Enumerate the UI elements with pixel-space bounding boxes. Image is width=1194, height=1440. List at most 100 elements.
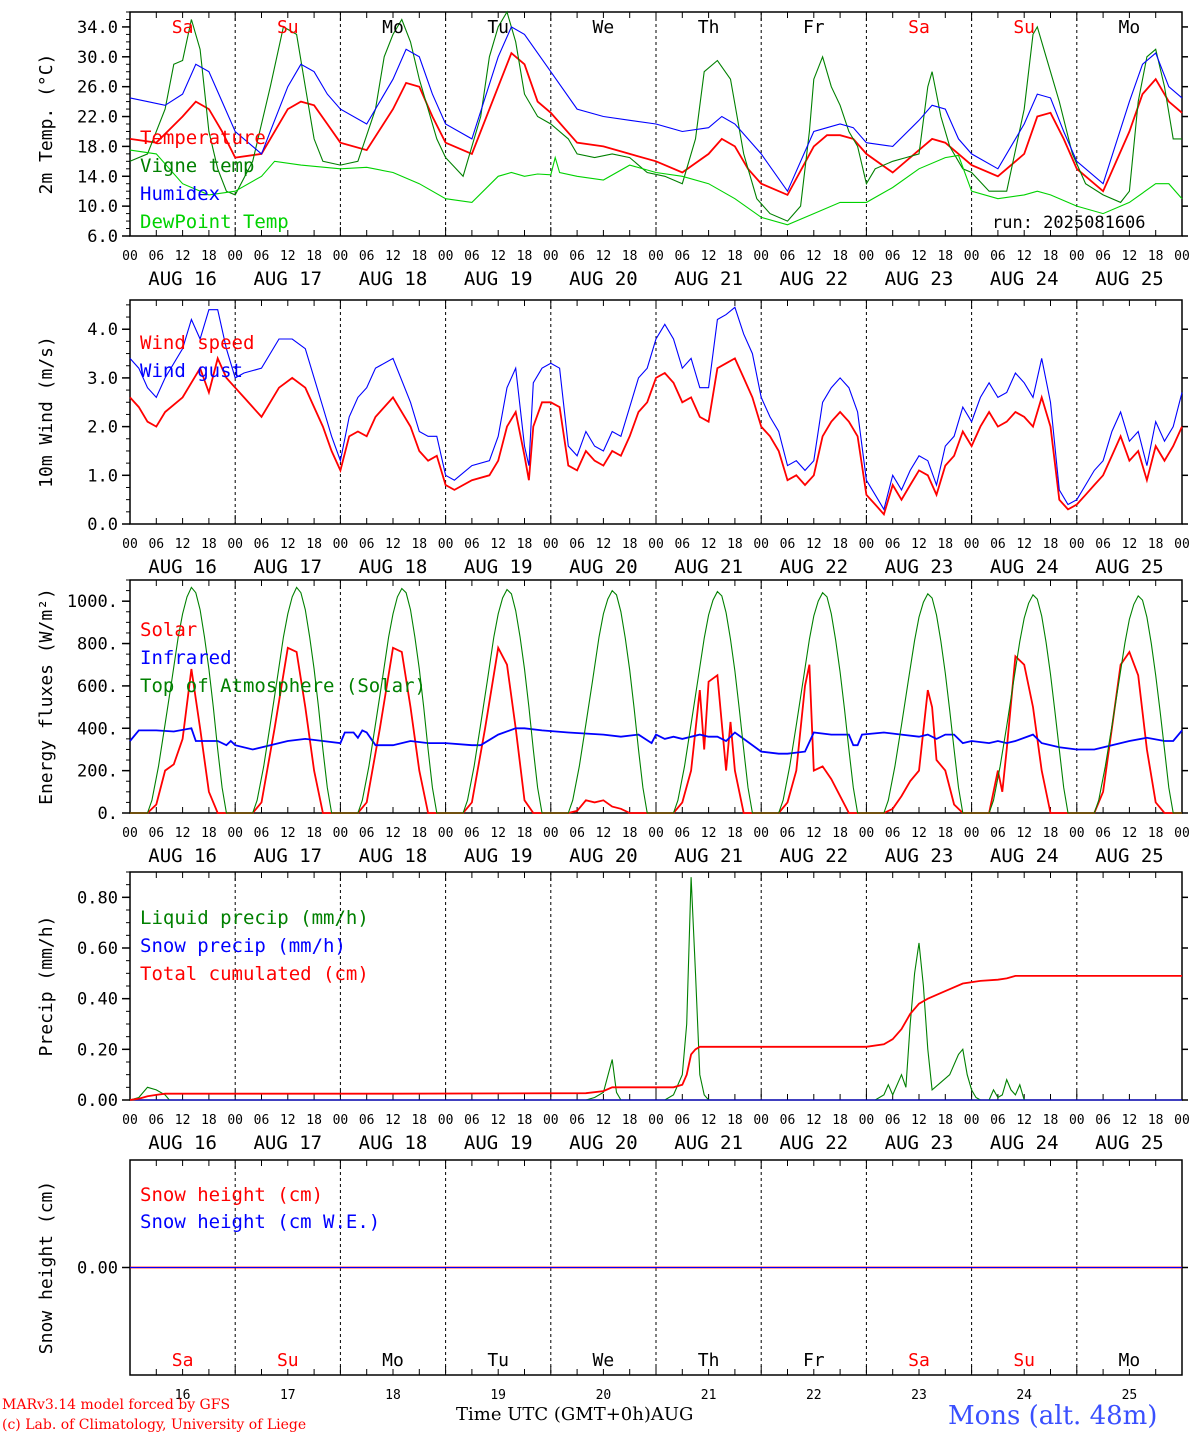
date-label: AUG 23 <box>885 1132 954 1154</box>
y-tick-label: 400. <box>77 719 118 739</box>
x-tick-label: 18 <box>517 826 533 841</box>
x-tick-label: 12 <box>280 249 296 264</box>
x-tick-label: 06 <box>990 537 1006 552</box>
x-tick-label: 18 <box>517 537 533 552</box>
x-tick-label: 18 <box>727 1113 743 1128</box>
x-tick-label: 06 <box>254 826 270 841</box>
y-tick-label: 30.0 <box>77 48 118 68</box>
date-label: AUG 18 <box>359 1132 428 1154</box>
x-tick-label: 06 <box>359 826 375 841</box>
x-tick-label: 00 <box>964 249 980 264</box>
x-tick-label: 06 <box>148 249 164 264</box>
x-tick-label: 12 <box>806 249 822 264</box>
x-tick-label: 12 <box>701 537 717 552</box>
date-label: AUG 20 <box>569 556 638 578</box>
date-label: AUG 25 <box>1095 1132 1164 1154</box>
x-tick-label: 12 <box>280 537 296 552</box>
x-tick-label: 06 <box>1095 826 1111 841</box>
x-tick-label: 00 <box>859 826 875 841</box>
x-tick-label: 06 <box>569 826 585 841</box>
x-tick-label: 00 <box>753 249 769 264</box>
x-tick-label: 12 <box>911 537 927 552</box>
series-line <box>129 877 1182 1101</box>
series-line <box>129 727 1183 755</box>
weekday-label: Tu <box>487 1350 509 1371</box>
series-line <box>129 149 1183 226</box>
x-tick-label: 00 <box>333 1113 349 1128</box>
y-tick-label: 0.40 <box>77 990 118 1010</box>
legend-entry: Snow height (cm W.E.) <box>140 1211 380 1233</box>
x-tick-label: 18 <box>937 826 953 841</box>
x-tick-label: 12 <box>175 249 191 264</box>
date-label: AUG 17 <box>253 268 322 290</box>
legend-entry: Wind speed <box>140 332 254 354</box>
x-tick-label: 12 <box>175 1113 191 1128</box>
y-axis-label: 10m Wind (m/s) <box>36 336 57 488</box>
x-tick-label: 12 <box>701 249 717 264</box>
x-tick-label: 18 <box>1043 1113 1059 1128</box>
date-label: AUG 24 <box>990 845 1059 867</box>
x-tick-label: 12 <box>911 1113 927 1128</box>
x-tick-label: 18 <box>1043 826 1059 841</box>
series-line <box>129 26 1183 193</box>
x-tick-label: 00 <box>1174 249 1190 264</box>
y-axis-label: Precip (mm/h) <box>36 916 57 1057</box>
day-number: 19 <box>490 1388 506 1403</box>
x-tick-label: 06 <box>990 249 1006 264</box>
x-tick-label: 18 <box>622 537 638 552</box>
x-tick-label: 00 <box>1069 249 1085 264</box>
x-tick-label: 06 <box>148 537 164 552</box>
x-tick-label: 12 <box>701 826 717 841</box>
x-axis-title: Time UTC (GMT+0h)AUG <box>456 1404 694 1425</box>
weekday-label: Mo <box>1119 17 1141 38</box>
x-tick-label: 06 <box>254 249 270 264</box>
x-tick-label: 12 <box>806 826 822 841</box>
x-tick-label: 06 <box>1095 1113 1111 1128</box>
legend-entry: Snow precip (mm/h) <box>140 935 346 957</box>
day-number: 18 <box>385 1388 401 1403</box>
legend-entry: Top of Atmosphere (Solar) <box>140 675 426 697</box>
weekday-label: Fr <box>803 17 825 38</box>
series-line <box>129 306 1183 511</box>
x-tick-label: 00 <box>122 1113 138 1128</box>
x-tick-label: 18 <box>937 537 953 552</box>
x-tick-label: 12 <box>385 826 401 841</box>
date-label: AUG 16 <box>148 556 217 578</box>
x-tick-label: 00 <box>648 1113 664 1128</box>
day-number: 23 <box>911 1388 927 1403</box>
x-tick-label: 12 <box>911 826 927 841</box>
x-tick-label: 12 <box>385 537 401 552</box>
x-tick-label: 12 <box>175 537 191 552</box>
x-tick-label: 06 <box>569 537 585 552</box>
legend-entry: Liquid precip (mm/h) <box>140 907 369 929</box>
x-tick-label: 00 <box>333 249 349 264</box>
y-tick-label: 3.0 <box>87 369 118 389</box>
x-tick-label: 00 <box>964 826 980 841</box>
x-tick-label: 00 <box>648 826 664 841</box>
date-label: AUG 24 <box>990 556 1059 578</box>
legend-entry: Solar <box>140 619 197 641</box>
weekday-label: Su <box>277 17 299 38</box>
y-tick-label: 800. <box>77 635 118 655</box>
legend-entry: Snow height (cm) <box>140 1184 323 1206</box>
x-tick-label: 12 <box>596 537 612 552</box>
series-line <box>129 51 1183 197</box>
x-tick-label: 18 <box>1043 537 1059 552</box>
x-tick-label: 06 <box>674 537 690 552</box>
x-tick-label: 12 <box>806 537 822 552</box>
legend-entry: Temperature <box>140 127 266 149</box>
day-number: 21 <box>701 1388 717 1403</box>
x-tick-label: 18 <box>517 249 533 264</box>
x-tick-label: 12 <box>596 1113 612 1128</box>
weekday-label: Sa <box>908 17 930 38</box>
x-tick-label: 06 <box>464 826 480 841</box>
date-label: AUG 20 <box>569 268 638 290</box>
copyright-credit: (c) Lab. of Climatology, University of L… <box>2 1417 307 1433</box>
x-tick-label: 12 <box>1122 826 1138 841</box>
x-tick-label: 06 <box>885 249 901 264</box>
date-label: AUG 20 <box>569 1132 638 1154</box>
date-label: AUG 22 <box>779 556 848 578</box>
x-tick-label: 18 <box>306 249 322 264</box>
x-tick-label: 06 <box>359 249 375 264</box>
